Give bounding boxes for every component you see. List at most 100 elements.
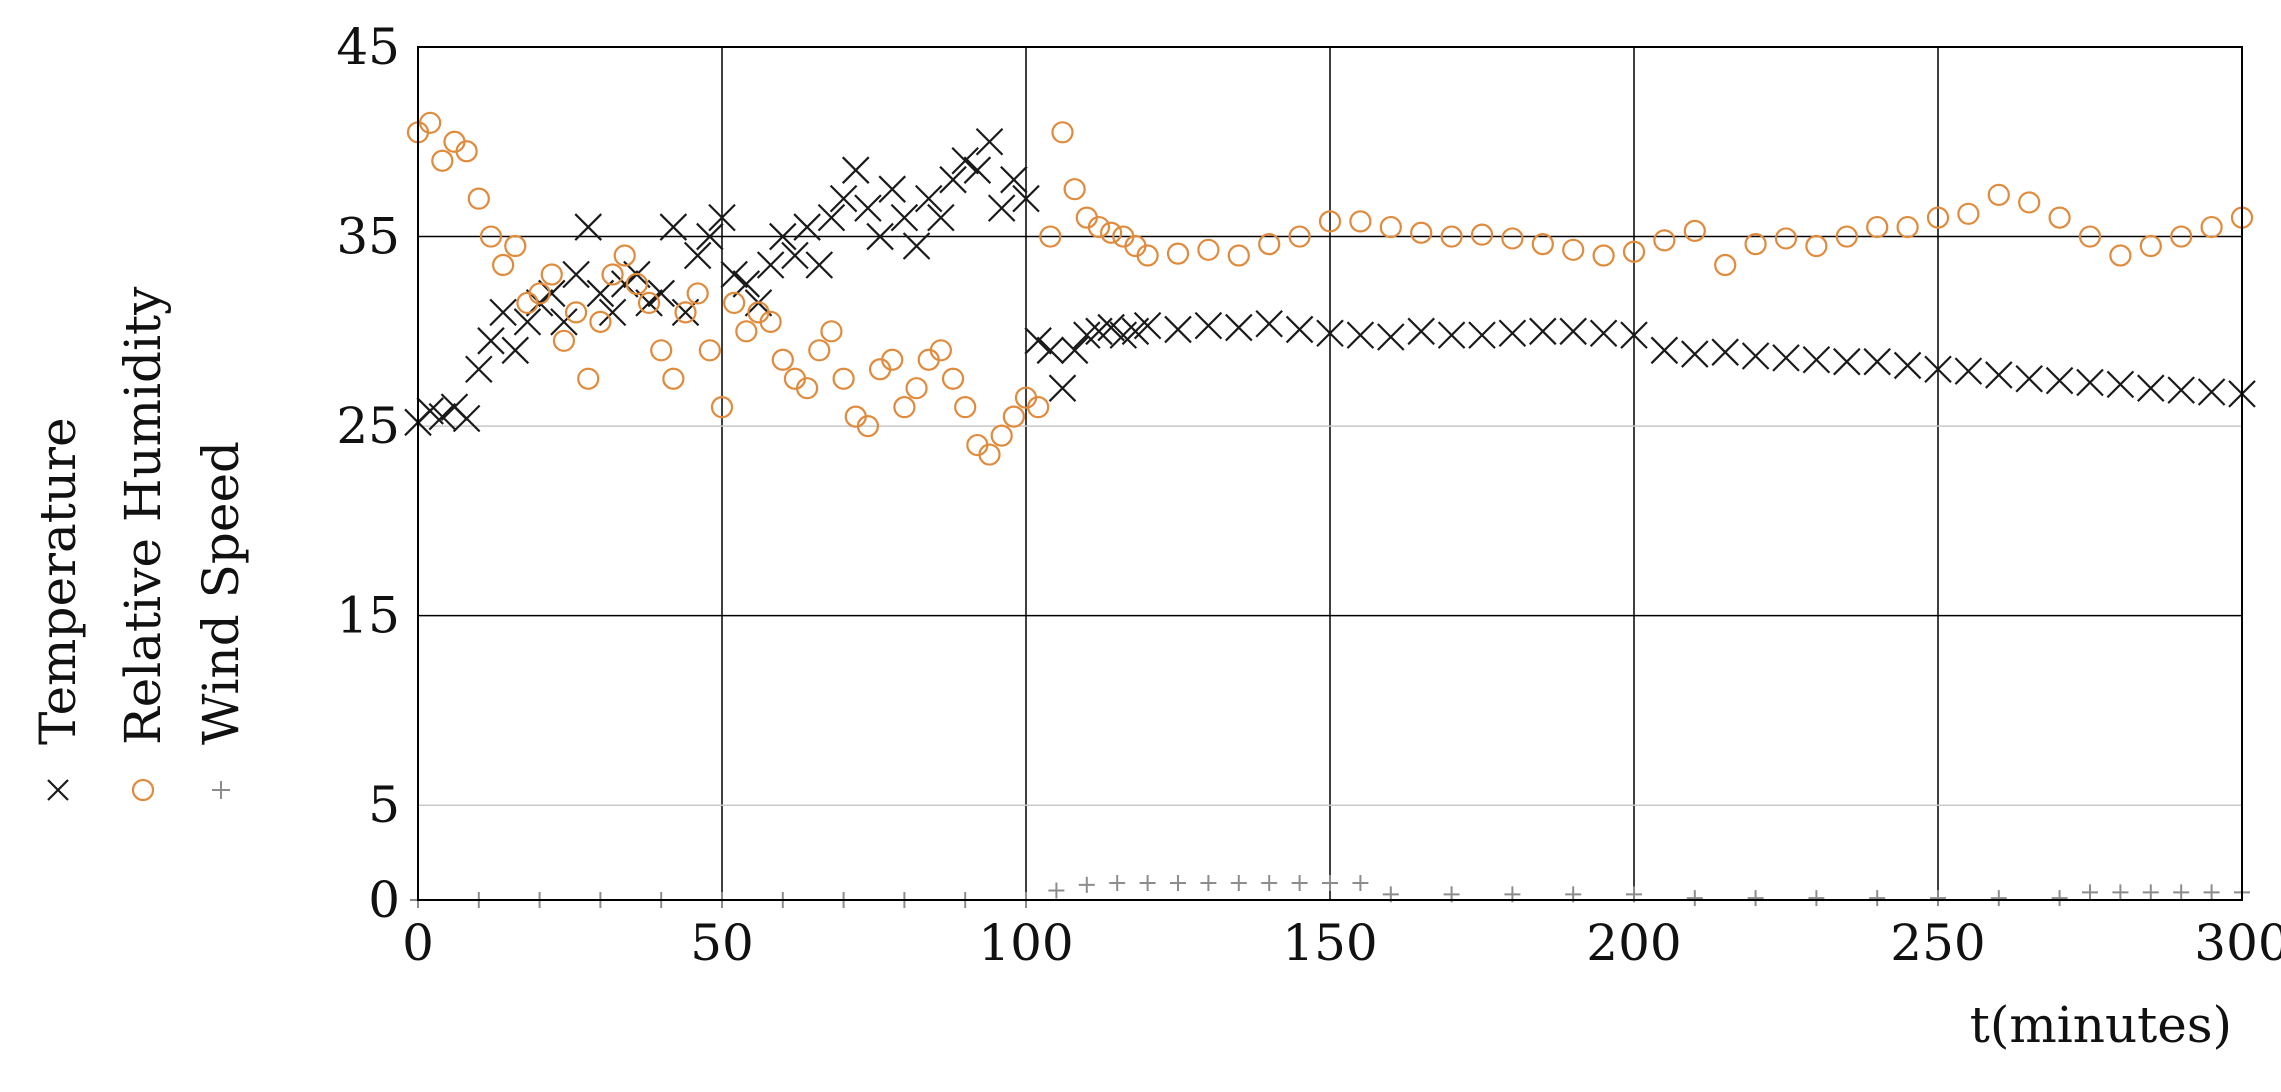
- x-tick-label: 200: [1586, 914, 1681, 972]
- data-point: [1437, 321, 1466, 349]
- data-point: [2048, 206, 2071, 229]
- data-point: [1377, 323, 1405, 351]
- data-point: [2137, 374, 2165, 402]
- data-point: [2197, 378, 2226, 406]
- data-point: [1592, 244, 1615, 267]
- data-point: [929, 339, 952, 362]
- data-point: [1957, 202, 1980, 225]
- y-tick-label: 15: [336, 587, 400, 645]
- x-axis-title: t(minutes): [1970, 996, 2232, 1054]
- data-point: [1078, 876, 1095, 893]
- data-point: [781, 241, 809, 270]
- data-point: [796, 377, 819, 400]
- data-point: [428, 402, 457, 431]
- data-point: [878, 175, 907, 203]
- data-point: [1258, 233, 1281, 256]
- legend-marker-x: [47, 779, 69, 801]
- data-point: [540, 263, 563, 286]
- data-point: [1987, 183, 2010, 206]
- data-point: [1200, 874, 1217, 891]
- data-point: [1164, 315, 1192, 344]
- data-point: [1930, 890, 1946, 907]
- legend: Temperature Relative Humidity Wind Speed: [29, 286, 250, 802]
- data-point: [2045, 366, 2074, 395]
- data-point: [659, 213, 688, 241]
- data-point: [963, 156, 992, 184]
- data-point: [1650, 336, 1679, 365]
- data-point: [1924, 355, 1952, 384]
- data-point: [1346, 321, 1375, 349]
- data-point: [2203, 884, 2220, 901]
- data-point: [735, 320, 758, 343]
- data-point: [1194, 311, 1223, 340]
- data-point: [1683, 219, 1706, 242]
- data-point: [479, 225, 503, 248]
- data-point: [598, 298, 627, 327]
- legend-entry: Relative Humidity: [114, 286, 172, 802]
- data-point: [674, 301, 697, 324]
- data-point: [841, 156, 870, 184]
- data-point: [1468, 321, 1496, 349]
- data-point: [1048, 374, 1077, 402]
- data-point: [625, 272, 648, 296]
- data-point: [528, 282, 551, 305]
- data-point: [1501, 227, 1524, 250]
- data-point: [1285, 315, 1314, 344]
- data-point: [808, 339, 831, 362]
- data-point: [1109, 874, 1126, 891]
- data-point: [1000, 165, 1028, 194]
- data-point: [492, 253, 515, 277]
- series-layer: [404, 111, 2256, 908]
- data-point: [1227, 244, 1250, 267]
- data-point: [881, 348, 904, 371]
- data-point: [817, 203, 846, 232]
- data-point: [1133, 311, 1162, 340]
- data-point: [1926, 206, 1950, 229]
- data-point: [489, 298, 517, 327]
- data-point: [978, 443, 1001, 466]
- data-point: [2170, 225, 2193, 248]
- y-tick-label: 45: [336, 18, 400, 76]
- data-point: [562, 260, 590, 289]
- data-point: [2139, 234, 2162, 258]
- data-point: [710, 396, 734, 419]
- data-point: [905, 377, 928, 400]
- data-point: [1985, 361, 2013, 389]
- legend-label: Wind Speed: [192, 441, 250, 745]
- data-point: [866, 222, 894, 251]
- data-point: [941, 367, 965, 390]
- data-point: [769, 222, 797, 251]
- data-point: [686, 282, 709, 305]
- series-relative-humidity: [406, 111, 2254, 466]
- data-point: [419, 111, 442, 134]
- data-point: [1197, 238, 1220, 261]
- data-point: [1063, 178, 1086, 201]
- data-point: [2167, 376, 2195, 404]
- data-point: [1440, 225, 1463, 248]
- data-point: [1559, 317, 1587, 346]
- legend-marker-circle: [131, 778, 155, 802]
- data-point: [1470, 223, 1494, 246]
- data-point: [1039, 225, 1062, 248]
- data-point: [927, 203, 955, 232]
- data-point: [723, 291, 746, 314]
- data-point: [1012, 184, 1040, 213]
- data-point: [477, 327, 505, 355]
- series-temperature: [404, 128, 2256, 437]
- data-point: [1681, 340, 1709, 368]
- data-point: [1225, 313, 1253, 342]
- data-point: [1036, 336, 1065, 365]
- data-point: [1170, 874, 1186, 891]
- data-point: [1863, 347, 1891, 376]
- data-point: [1261, 874, 1278, 891]
- data-point: [1087, 215, 1111, 239]
- x-tick-label: 300: [2194, 914, 2281, 972]
- data-point: [2109, 244, 2132, 267]
- data-point: [2200, 215, 2223, 239]
- data-point: [708, 203, 736, 232]
- data-point: [890, 203, 919, 232]
- data-point: [1620, 321, 1648, 349]
- data-point: [2173, 884, 2190, 901]
- data-point: [662, 367, 685, 390]
